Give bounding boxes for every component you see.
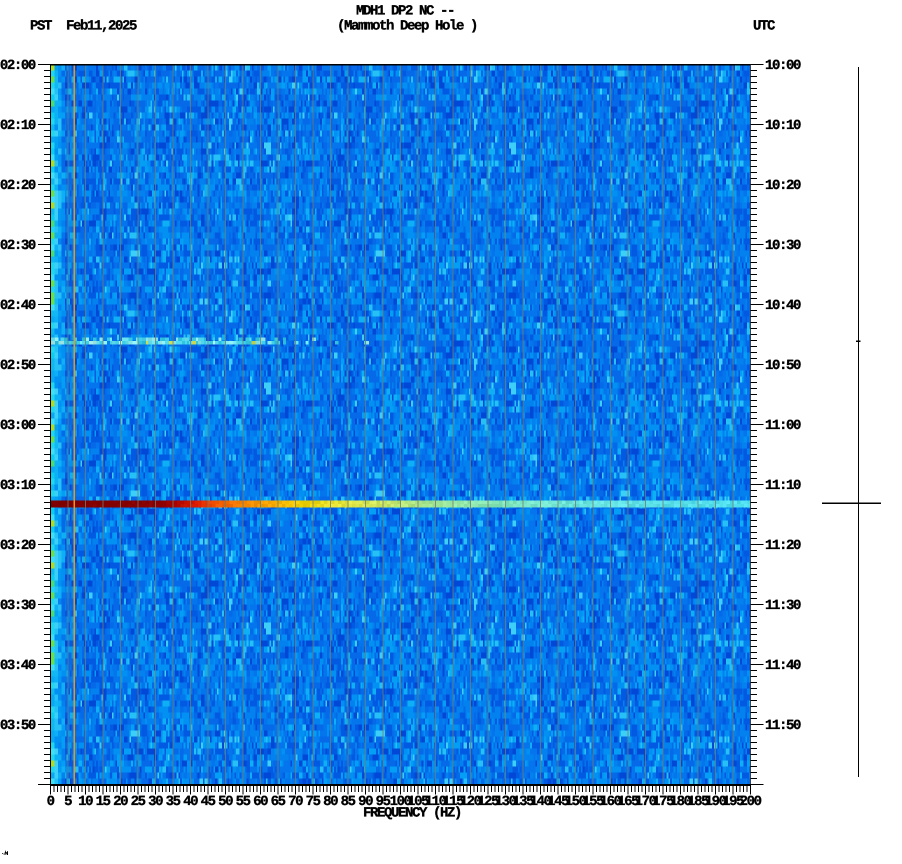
svg-text:02:00: 02:00 [0, 58, 36, 74]
svg-text:03:10: 03:10 [0, 478, 36, 494]
svg-text:11:00: 11:00 [765, 418, 801, 434]
svg-text:140: 140 [530, 794, 552, 810]
svg-text:10:10: 10:10 [765, 118, 801, 134]
svg-text:45: 45 [201, 794, 216, 810]
svg-text:165: 165 [617, 794, 639, 810]
svg-text:MDH1 DP2 NC --: MDH1 DP2 NC -- [356, 4, 454, 20]
svg-text:120: 120 [460, 794, 482, 810]
svg-text:20: 20 [113, 794, 128, 810]
svg-text:02:40: 02:40 [0, 298, 36, 314]
svg-text:10:30: 10:30 [765, 238, 801, 254]
svg-text:10:00: 10:00 [765, 58, 801, 74]
svg-text:15: 15 [96, 794, 111, 810]
svg-text:100: 100 [390, 794, 412, 810]
svg-text:110: 110 [425, 794, 447, 810]
svg-text:11:10: 11:10 [765, 478, 801, 494]
svg-text:105: 105 [407, 794, 429, 810]
svg-text:11:20: 11:20 [765, 538, 801, 554]
svg-text:190: 190 [705, 794, 727, 810]
svg-text:50: 50 [218, 794, 233, 810]
svg-text:5: 5 [64, 794, 72, 810]
svg-text:65: 65 [271, 794, 286, 810]
svg-text:195: 195 [722, 794, 744, 810]
svg-text:(Mammoth Deep Hole ): (Mammoth Deep Hole ) [337, 19, 477, 35]
svg-text:55: 55 [236, 794, 251, 810]
svg-text:03:50: 03:50 [0, 718, 36, 734]
svg-text:95: 95 [376, 794, 391, 810]
svg-text:70: 70 [288, 794, 303, 810]
svg-text:03:40: 03:40 [0, 658, 36, 674]
svg-text:02:50: 02:50 [0, 358, 36, 374]
svg-text:35: 35 [166, 794, 181, 810]
svg-text:75: 75 [306, 794, 321, 810]
svg-text:145: 145 [547, 794, 569, 810]
svg-text:200: 200 [740, 794, 762, 810]
svg-text:155: 155 [582, 794, 604, 810]
svg-text:10:50: 10:50 [765, 358, 801, 374]
svg-text:40: 40 [183, 794, 198, 810]
svg-text:115: 115 [442, 794, 464, 810]
svg-text:10:40: 10:40 [765, 298, 801, 314]
svg-text:130: 130 [495, 794, 517, 810]
svg-text:PST: PST [30, 19, 52, 35]
svg-text:25: 25 [131, 794, 146, 810]
svg-text:125: 125 [477, 794, 499, 810]
svg-text:160: 160 [600, 794, 622, 810]
svg-text:80: 80 [323, 794, 338, 810]
svg-text:180: 180 [670, 794, 692, 810]
svg-text:UTC: UTC [753, 19, 776, 35]
svg-text:135: 135 [512, 794, 534, 810]
svg-text:03:20: 03:20 [0, 538, 36, 554]
svg-text:02:20: 02:20 [0, 178, 36, 194]
svg-text:02:30: 02:30 [0, 238, 36, 254]
svg-text:03:00: 03:00 [0, 418, 36, 434]
svg-text:11:50: 11:50 [765, 718, 801, 734]
svg-text:11:30: 11:30 [765, 598, 801, 614]
svg-text:85: 85 [341, 794, 356, 810]
svg-text:175: 175 [652, 794, 674, 810]
svg-text:03:30: 03:30 [0, 598, 36, 614]
svg-text:Feb11,2025: Feb11,2025 [66, 19, 137, 35]
svg-text:11:40: 11:40 [765, 658, 801, 674]
svg-text:30: 30 [148, 794, 163, 810]
svg-text:185: 185 [687, 794, 709, 810]
svg-text:10:20: 10:20 [765, 178, 801, 194]
svg-text:170: 170 [635, 794, 657, 810]
svg-text:0: 0 [47, 794, 55, 810]
svg-text:60: 60 [253, 794, 268, 810]
svg-text:02:10: 02:10 [0, 118, 36, 134]
svg-text:FREQUENCY (HZ): FREQUENCY (HZ) [363, 806, 461, 822]
svg-text:10: 10 [78, 794, 93, 810]
svg-text:150: 150 [565, 794, 587, 810]
svg-text:90: 90 [358, 794, 373, 810]
